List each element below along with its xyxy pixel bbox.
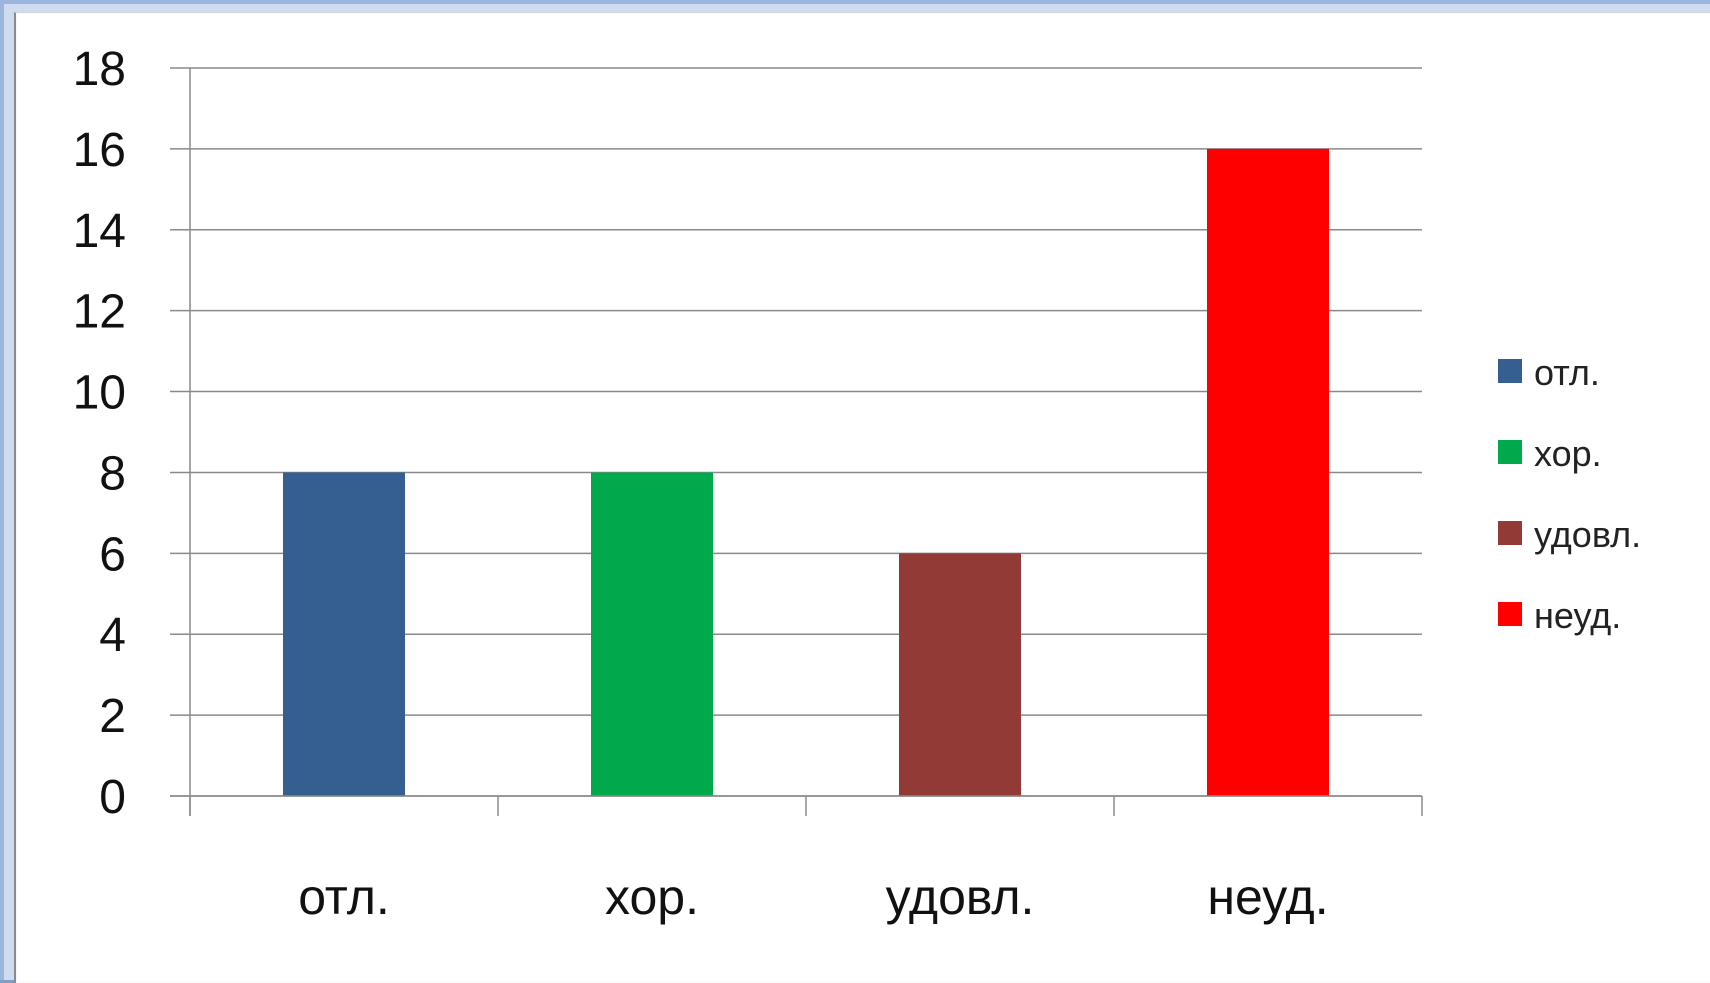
y-tick-label: 12 bbox=[73, 286, 126, 339]
legend: отл. хор. удовл. неуд. bbox=[1498, 352, 1641, 636]
legend-label: хор. bbox=[1534, 433, 1602, 474]
legend-swatch bbox=[1498, 602, 1522, 626]
y-tick-label: 10 bbox=[73, 367, 126, 420]
bar-2 bbox=[591, 472, 713, 796]
bars bbox=[283, 148, 1329, 796]
legend-label: неуд. bbox=[1534, 595, 1621, 636]
bar-4 bbox=[1207, 148, 1329, 796]
bar-3 bbox=[899, 553, 1021, 796]
y-axis-ticks: 0 2 4 6 8 10 12 14 16 18 bbox=[73, 43, 126, 824]
y-tick-label: 14 bbox=[73, 205, 126, 258]
legend-swatch bbox=[1498, 521, 1522, 545]
x-category-label: хор. bbox=[605, 869, 699, 925]
x-category-label: неуд. bbox=[1207, 869, 1328, 925]
y-tick-label: 6 bbox=[99, 528, 126, 581]
legend-label: отл. bbox=[1534, 352, 1600, 393]
y-tick-label: 18 bbox=[73, 43, 126, 96]
y-tick-label: 2 bbox=[99, 690, 126, 743]
y-tick-label: 0 bbox=[99, 771, 126, 824]
legend-label: удовл. bbox=[1534, 514, 1641, 555]
x-category-label: отл. bbox=[298, 869, 390, 925]
legend-swatch bbox=[1498, 359, 1522, 383]
y-tick-label: 16 bbox=[73, 124, 126, 177]
bar-1 bbox=[283, 472, 405, 796]
legend-swatch bbox=[1498, 440, 1522, 464]
x-category-label: удовл. bbox=[886, 869, 1035, 925]
y-tick-label: 8 bbox=[99, 447, 126, 500]
axes bbox=[170, 68, 1423, 816]
y-tick-label: 4 bbox=[99, 609, 126, 662]
x-axis-labels: отл. хор. удовл. неуд. bbox=[298, 869, 1328, 925]
